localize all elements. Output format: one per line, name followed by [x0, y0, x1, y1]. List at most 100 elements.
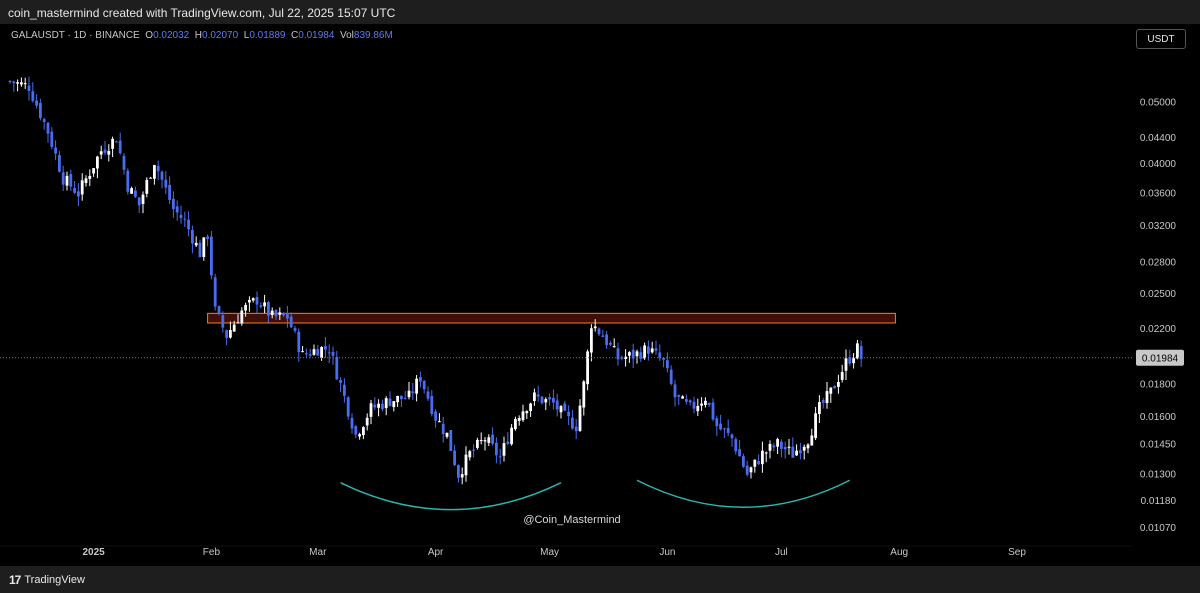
- volume-value: 839.86M: [353, 30, 393, 41]
- candle-body: [468, 451, 472, 458]
- candle-body: [308, 354, 312, 356]
- candle-body: [286, 313, 289, 319]
- y-tick-label: 0.02500: [1140, 289, 1177, 300]
- candle-body: [856, 343, 859, 359]
- candle-body: [612, 346, 616, 348]
- candle-body: [810, 435, 814, 446]
- candle-body: [305, 353, 308, 355]
- candle-body: [419, 377, 422, 382]
- candle-body: [92, 168, 95, 174]
- candle-body: [483, 440, 487, 442]
- candle-body: [829, 387, 833, 394]
- last-price-badge: [1136, 349, 1184, 366]
- y-tick-label: 0.01600: [1140, 412, 1177, 423]
- candle-body: [358, 434, 361, 437]
- candle-body: [597, 328, 601, 335]
- candle-body: [852, 358, 855, 364]
- candle-body: [726, 428, 730, 433]
- tradingview-mark-icon: 17: [9, 573, 21, 587]
- y-tick-label: 0.01300: [1140, 469, 1177, 480]
- candle-body: [153, 165, 156, 179]
- candle-body: [335, 356, 339, 380]
- candle-body: [20, 82, 23, 85]
- candle-body: [457, 465, 460, 478]
- candle-body: [99, 151, 103, 155]
- candle-body: [58, 155, 61, 172]
- candle-body: [69, 173, 73, 187]
- candle-body: [772, 445, 776, 448]
- candle-body: [631, 349, 635, 359]
- high-value: 0.02070: [202, 30, 239, 41]
- candle-body: [840, 372, 844, 380]
- candle-body: [776, 439, 779, 447]
- x-tick-label: Jun: [659, 547, 675, 558]
- candle-body: [324, 346, 327, 350]
- candle-body: [388, 398, 392, 406]
- candle-body: [768, 444, 772, 451]
- candle-body: [73, 188, 76, 193]
- candle-body: [738, 449, 741, 457]
- x-tick-label: May: [540, 547, 559, 558]
- candle-body: [248, 299, 251, 303]
- candle-body: [601, 335, 605, 337]
- candle-body: [540, 396, 544, 404]
- candle-body: [510, 427, 513, 445]
- candle-body: [350, 417, 354, 429]
- rounded-bottom-arc: [340, 481, 562, 511]
- candle-body: [187, 219, 190, 230]
- candle-body: [628, 352, 631, 356]
- candle-body: [647, 346, 650, 354]
- candle-body: [213, 277, 217, 307]
- candle-body: [12, 81, 16, 84]
- candle-body: [472, 449, 475, 451]
- candle-body: [175, 206, 179, 213]
- candle-body: [191, 230, 194, 244]
- candle-body: [624, 356, 627, 360]
- candle-body: [491, 434, 494, 444]
- currency-button[interactable]: USDT: [1136, 29, 1186, 49]
- candle-body: [255, 296, 259, 305]
- candle-body: [16, 82, 19, 84]
- candle-body: [742, 456, 745, 467]
- x-tick-label: Jul: [775, 547, 788, 558]
- candle-body: [590, 328, 593, 353]
- candle-body: [23, 83, 27, 85]
- candle-body: [700, 403, 703, 406]
- tradingview-brand: TradingView: [24, 574, 85, 586]
- candle-body: [719, 423, 722, 430]
- candle-body: [430, 396, 434, 415]
- close-value: 0.01984: [298, 30, 335, 41]
- x-tick-label: Feb: [203, 547, 221, 558]
- candle-body: [533, 392, 536, 402]
- candle-body: [453, 450, 456, 466]
- candle-body: [126, 170, 130, 192]
- candlestick-chart[interactable]: 0.05000 0.04400 0.04000 0.03600 0.03200 0.028…: [0, 24, 1200, 566]
- candle-body: [536, 394, 540, 397]
- candle-body: [764, 452, 768, 454]
- candle-body: [141, 194, 145, 204]
- candle-body: [297, 331, 301, 353]
- candle-body: [544, 399, 548, 403]
- candle-body: [495, 442, 498, 456]
- candle-body: [616, 348, 620, 360]
- candle-body: [696, 405, 700, 412]
- candle-body: [327, 352, 331, 354]
- candle-body: [802, 446, 806, 451]
- x-tick-label: Aug: [890, 547, 908, 558]
- high-label: H: [194, 30, 203, 41]
- candle-body: [381, 403, 384, 410]
- y-tick-label: 0.01180: [1141, 496, 1177, 507]
- chart-area[interactable]: 0.05000 0.04400 0.04000 0.03600 0.03200 0.028…: [0, 24, 1200, 566]
- candle-body: [339, 380, 342, 383]
- candle-body: [498, 456, 502, 458]
- candle-body: [635, 351, 639, 357]
- candle-body: [749, 467, 753, 473]
- bottom-bar: 17 TradingView: [0, 566, 1200, 593]
- candle-body: [688, 400, 692, 403]
- candle-body: [525, 411, 529, 414]
- candle-body: [122, 155, 126, 170]
- candle-body: [293, 328, 297, 331]
- candle-body: [270, 310, 274, 316]
- candle-body: [160, 171, 164, 180]
- candle-body: [392, 401, 396, 408]
